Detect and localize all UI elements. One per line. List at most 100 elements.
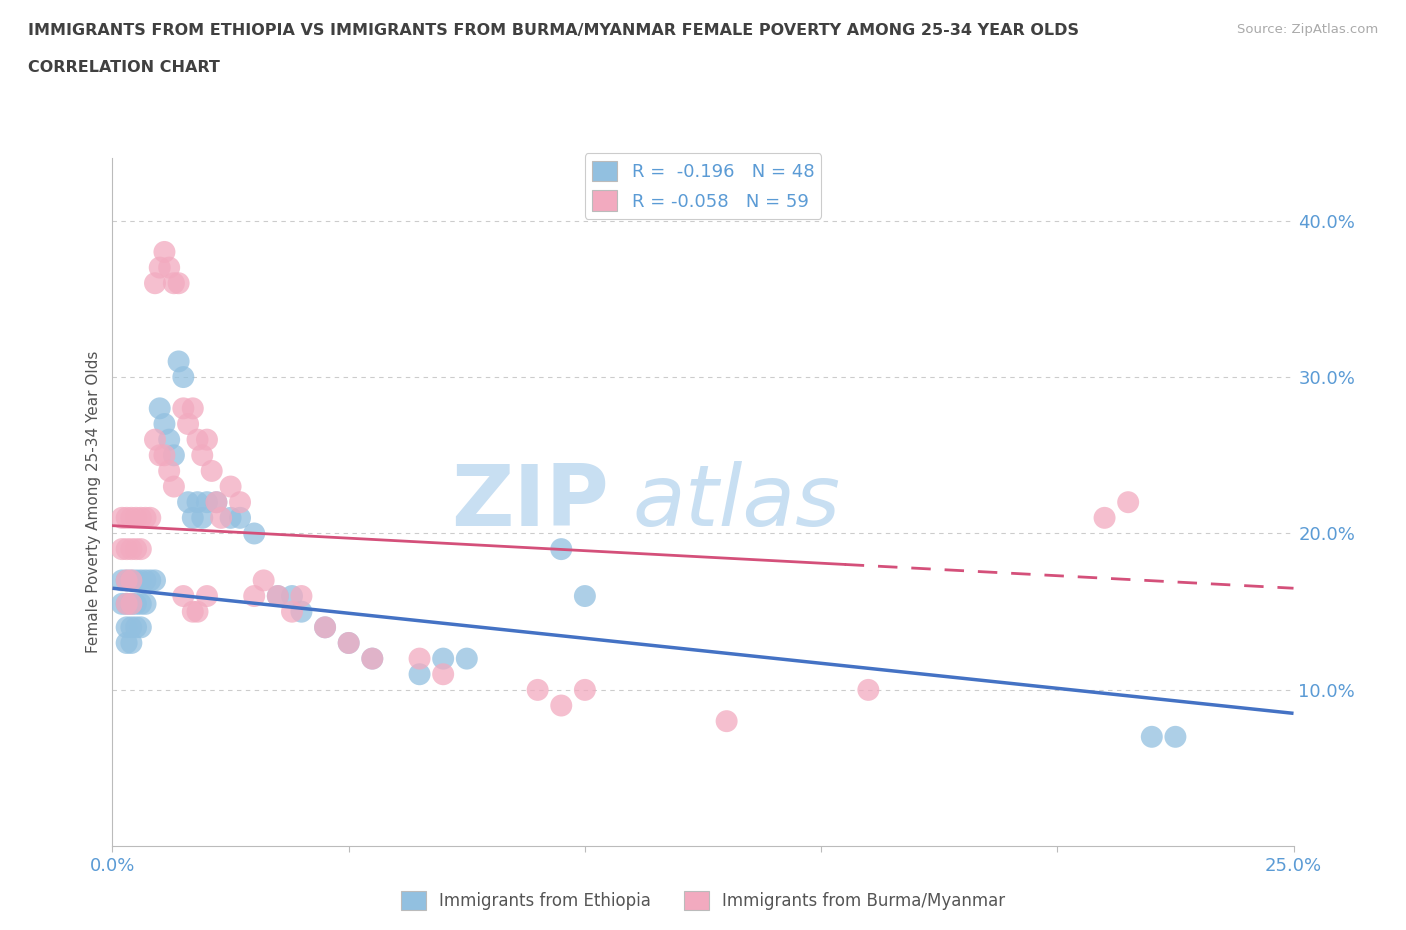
Point — [716, 713, 738, 728]
Point — [139, 573, 162, 588]
Point — [181, 511, 204, 525]
Point — [135, 573, 157, 588]
Point — [111, 541, 134, 556]
Point — [432, 667, 454, 682]
Point — [115, 596, 138, 611]
Point — [143, 573, 166, 588]
Point — [201, 463, 224, 478]
Point — [172, 401, 194, 416]
Point — [408, 667, 430, 682]
Point — [125, 596, 148, 611]
Point — [195, 589, 218, 604]
Point — [120, 596, 142, 611]
Point — [129, 620, 152, 635]
Point — [290, 589, 312, 604]
Point — [115, 620, 138, 635]
Point — [267, 589, 290, 604]
Point — [115, 635, 138, 650]
Point — [167, 276, 190, 291]
Point — [157, 463, 180, 478]
Point — [149, 260, 172, 275]
Point — [143, 432, 166, 447]
Text: CORRELATION CHART: CORRELATION CHART — [28, 60, 219, 75]
Point — [181, 401, 204, 416]
Point — [186, 495, 208, 510]
Point — [163, 448, 186, 463]
Point — [281, 604, 304, 619]
Point — [243, 526, 266, 541]
Text: IMMIGRANTS FROM ETHIOPIA VS IMMIGRANTS FROM BURMA/MYANMAR FEMALE POVERTY AMONG 2: IMMIGRANTS FROM ETHIOPIA VS IMMIGRANTS F… — [28, 23, 1080, 38]
Point — [120, 596, 142, 611]
Point — [281, 589, 304, 604]
Point — [115, 511, 138, 525]
Point — [1116, 495, 1139, 510]
Point — [314, 620, 336, 635]
Point — [253, 573, 276, 588]
Point — [120, 511, 142, 525]
Point — [172, 369, 194, 384]
Point — [157, 260, 180, 275]
Point — [243, 589, 266, 604]
Point — [120, 620, 142, 635]
Point — [120, 573, 142, 588]
Legend: R =  -0.196   N = 48, R = -0.058   N = 59: R = -0.196 N = 48, R = -0.058 N = 59 — [585, 153, 821, 219]
Point — [129, 573, 152, 588]
Point — [177, 417, 200, 432]
Point — [191, 511, 214, 525]
Point — [120, 635, 142, 650]
Point — [111, 573, 134, 588]
Point — [314, 620, 336, 635]
Point — [219, 479, 242, 494]
Legend: Immigrants from Ethiopia, Immigrants from Burma/Myanmar: Immigrants from Ethiopia, Immigrants fro… — [394, 884, 1012, 917]
Point — [550, 698, 572, 713]
Point — [115, 573, 138, 588]
Point — [125, 511, 148, 525]
Point — [115, 596, 138, 611]
Point — [153, 417, 176, 432]
Point — [858, 683, 880, 698]
Text: ZIP: ZIP — [451, 460, 609, 544]
Point — [205, 495, 228, 510]
Point — [157, 432, 180, 447]
Point — [135, 596, 157, 611]
Point — [149, 401, 172, 416]
Point — [153, 448, 176, 463]
Point — [432, 651, 454, 666]
Point — [229, 495, 252, 510]
Point — [153, 245, 176, 259]
Point — [408, 651, 430, 666]
Point — [526, 683, 548, 698]
Point — [290, 604, 312, 619]
Point — [120, 541, 142, 556]
Point — [550, 541, 572, 556]
Point — [115, 541, 138, 556]
Point — [143, 276, 166, 291]
Point — [186, 432, 208, 447]
Point — [186, 604, 208, 619]
Point — [163, 479, 186, 494]
Point — [111, 596, 134, 611]
Point — [191, 448, 214, 463]
Point — [209, 511, 232, 525]
Point — [337, 635, 360, 650]
Point — [181, 604, 204, 619]
Point — [195, 495, 218, 510]
Point — [172, 589, 194, 604]
Point — [115, 573, 138, 588]
Point — [125, 573, 148, 588]
Point — [574, 589, 596, 604]
Point — [177, 495, 200, 510]
Point — [1094, 511, 1116, 525]
Point — [111, 511, 134, 525]
Point — [125, 620, 148, 635]
Point — [163, 276, 186, 291]
Point — [195, 432, 218, 447]
Point — [267, 589, 290, 604]
Point — [129, 596, 152, 611]
Point — [361, 651, 384, 666]
Point — [1140, 729, 1163, 744]
Point — [229, 511, 252, 525]
Point — [120, 573, 142, 588]
Point — [205, 495, 228, 510]
Y-axis label: Female Poverty Among 25-34 Year Olds: Female Poverty Among 25-34 Year Olds — [86, 351, 101, 654]
